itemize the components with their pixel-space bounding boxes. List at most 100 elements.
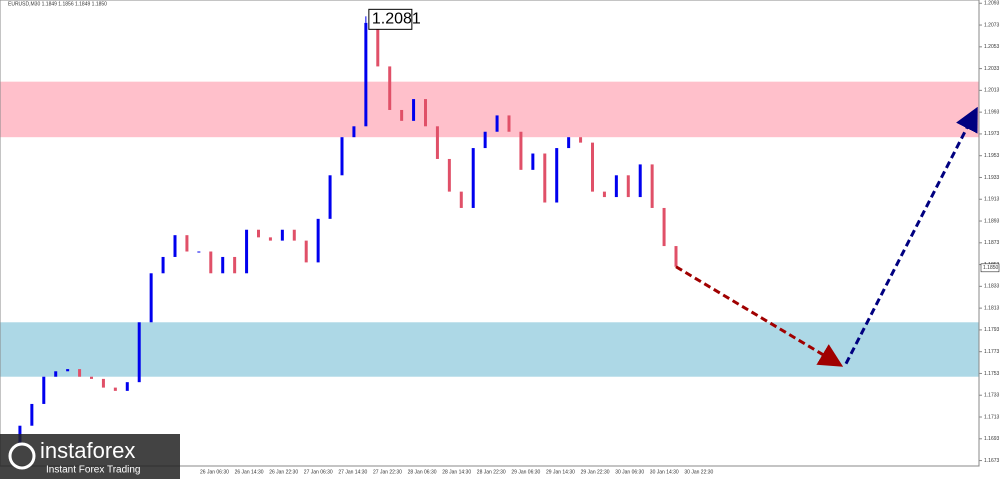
candle — [579, 137, 583, 143]
y-tick-label: 1.1873 — [984, 240, 1000, 246]
candle — [543, 153, 547, 203]
y-tick-label: 1.1693 — [984, 436, 1000, 442]
candle — [66, 369, 70, 372]
candle — [447, 158, 451, 192]
y-tick-label: 1.1953 — [984, 153, 1000, 159]
candle — [137, 322, 141, 383]
candle — [149, 273, 153, 323]
y-tick-label: 1.1673 — [984, 458, 1000, 464]
candle — [519, 131, 523, 170]
y-tick-label: 1.1833 — [984, 284, 1000, 290]
y-tick-label: 1.1973 — [984, 131, 1000, 137]
candle — [161, 256, 165, 274]
candle — [412, 99, 416, 121]
y-tick-label: 1.1753 — [984, 371, 1000, 377]
y-tick-label: 1.2033 — [984, 66, 1000, 72]
x-tick-label: 29 Jan 06:30 — [511, 469, 540, 475]
candle — [54, 371, 58, 377]
candle — [233, 256, 237, 274]
forecast-arrow — [675, 265, 844, 367]
y-tick-label: 1.2013 — [984, 88, 1000, 94]
candle — [101, 378, 105, 388]
candle — [113, 387, 117, 391]
logo: instaforex Instant Forex Trading — [0, 434, 180, 479]
candle — [471, 148, 475, 208]
candle — [388, 66, 392, 110]
x-tick-label: 29 Jan 14:30 — [546, 469, 575, 475]
candle — [638, 164, 642, 198]
candle — [173, 235, 177, 257]
candle — [90, 376, 93, 379]
candle — [531, 153, 535, 170]
y-tick-label: 1.1813 — [984, 305, 1000, 311]
candle — [42, 376, 46, 404]
y-tick-label: 1.1733 — [984, 393, 1000, 399]
y-tick-label: 1.1773 — [984, 349, 1000, 355]
candle — [221, 256, 225, 274]
y-tick-label: 1.1913 — [984, 197, 1000, 203]
price-label: 1.1850 — [983, 265, 999, 271]
x-tick-label: 30 Jan 14:30 — [650, 469, 679, 475]
candle — [662, 207, 666, 247]
x-tick-label: 27 Jan 14:30 — [338, 469, 367, 475]
candle — [185, 235, 189, 252]
candle — [602, 191, 606, 198]
candle — [507, 115, 511, 132]
x-tick-label: 27 Jan 22:30 — [373, 469, 402, 475]
price-box — [980, 263, 1000, 273]
candle — [316, 218, 320, 263]
x-tick-label: 26 Jan 14:30 — [235, 469, 264, 475]
candle — [268, 237, 272, 241]
candle — [280, 229, 284, 241]
x-tick-label: 26 Jan 06:30 — [200, 469, 229, 475]
candle — [364, 22, 368, 127]
y-tick-label: 1.2073 — [984, 22, 1000, 28]
candle — [245, 229, 249, 274]
x-tick-label: 27 Jan 06:30 — [304, 469, 333, 475]
max-label: 1.2081 — [372, 11, 421, 28]
candle — [650, 164, 654, 208]
candle — [483, 131, 487, 149]
y-tick-label: 1.1993 — [984, 109, 1000, 115]
logo-bg — [0, 434, 180, 479]
candle — [257, 229, 260, 238]
candle — [340, 137, 344, 176]
x-tick-label: 29 Jan 22:30 — [581, 469, 610, 475]
x-tick-label: 28 Jan 06:30 — [408, 469, 437, 475]
plot-area — [0, 0, 980, 467]
max-label-box — [368, 8, 413, 30]
candle — [78, 369, 82, 377]
candle — [424, 99, 427, 127]
candle — [304, 240, 308, 263]
y-tick-label: 1.2053 — [984, 44, 1000, 50]
logo-tagline: Instant Forex Trading — [46, 465, 141, 476]
y-tick-label: 1.1893 — [984, 218, 1000, 224]
x-tick-label: 28 Jan 14:30 — [442, 469, 471, 475]
candle — [400, 109, 404, 121]
candle — [30, 403, 34, 426]
candle — [674, 246, 678, 267]
candle — [626, 175, 630, 198]
y-tick-label: 1.2093 — [984, 1, 1000, 7]
x-tick-label: 28 Jan 22:30 — [477, 469, 506, 475]
logo-name: instaforex — [40, 438, 135, 463]
x-tick-label: 26 Jan 22:30 — [269, 469, 298, 475]
candle — [376, 22, 380, 67]
zone — [0, 81, 979, 138]
chart-title: EURUSD,M30 1.1849 1.1856 1.1849 1.1850 — [8, 1, 107, 7]
candle — [614, 175, 618, 198]
x-tick-label: 30 Jan 22:30 — [684, 469, 713, 475]
candle — [567, 137, 571, 149]
candle — [591, 142, 594, 192]
candle — [209, 251, 213, 274]
candle — [459, 191, 463, 208]
candle — [197, 251, 201, 253]
candle — [352, 126, 356, 138]
candle — [435, 126, 439, 159]
logo-icon — [8, 442, 36, 470]
x-tick-label: 30 Jan 06:30 — [615, 469, 644, 475]
candle — [292, 229, 296, 241]
candle — [328, 175, 332, 219]
y-tick-label: 1.1793 — [984, 327, 1000, 333]
